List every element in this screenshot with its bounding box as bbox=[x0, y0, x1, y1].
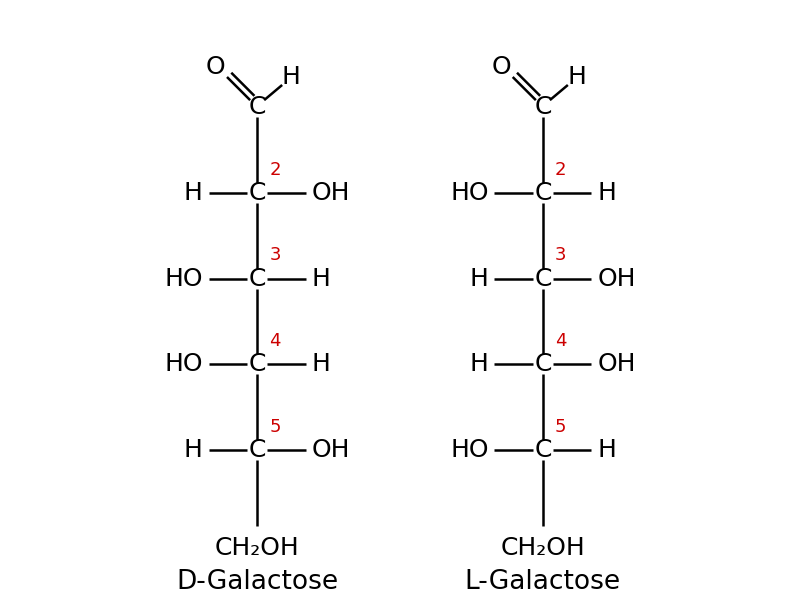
Text: 4: 4 bbox=[555, 332, 566, 350]
Text: C: C bbox=[534, 95, 551, 119]
Text: O: O bbox=[492, 55, 511, 79]
Text: C: C bbox=[534, 438, 551, 462]
Text: OH: OH bbox=[597, 266, 636, 290]
Text: C: C bbox=[249, 95, 266, 119]
Text: OH: OH bbox=[597, 352, 636, 376]
Text: C: C bbox=[249, 352, 266, 376]
Text: 5: 5 bbox=[270, 418, 281, 436]
Text: CH₂OH: CH₂OH bbox=[214, 536, 299, 560]
Text: C: C bbox=[249, 181, 266, 205]
Text: O: O bbox=[206, 55, 226, 79]
Text: HO: HO bbox=[450, 438, 489, 462]
Text: 2: 2 bbox=[270, 161, 281, 179]
Text: H: H bbox=[282, 65, 301, 89]
Text: H: H bbox=[470, 266, 489, 290]
Text: H: H bbox=[311, 266, 330, 290]
Text: H: H bbox=[597, 181, 616, 205]
Text: CH₂OH: CH₂OH bbox=[501, 536, 586, 560]
Text: 3: 3 bbox=[270, 246, 281, 264]
Text: 3: 3 bbox=[555, 246, 566, 264]
Text: L-Galactose: L-Galactose bbox=[465, 569, 621, 595]
Text: 4: 4 bbox=[270, 332, 281, 350]
Text: C: C bbox=[534, 352, 551, 376]
Text: 2: 2 bbox=[555, 161, 566, 179]
Text: H: H bbox=[568, 65, 586, 89]
Text: HO: HO bbox=[164, 352, 203, 376]
Text: HO: HO bbox=[164, 266, 203, 290]
Text: H: H bbox=[184, 438, 203, 462]
Text: C: C bbox=[249, 438, 266, 462]
Text: OH: OH bbox=[311, 438, 350, 462]
Text: H: H bbox=[597, 438, 616, 462]
Text: D-Galactose: D-Galactose bbox=[176, 569, 338, 595]
Text: C: C bbox=[534, 181, 551, 205]
Text: OH: OH bbox=[311, 181, 350, 205]
Text: 5: 5 bbox=[555, 418, 566, 436]
Text: C: C bbox=[249, 266, 266, 290]
Text: H: H bbox=[470, 352, 489, 376]
Text: C: C bbox=[534, 266, 551, 290]
Text: H: H bbox=[184, 181, 203, 205]
Text: HO: HO bbox=[450, 181, 489, 205]
Text: H: H bbox=[311, 352, 330, 376]
